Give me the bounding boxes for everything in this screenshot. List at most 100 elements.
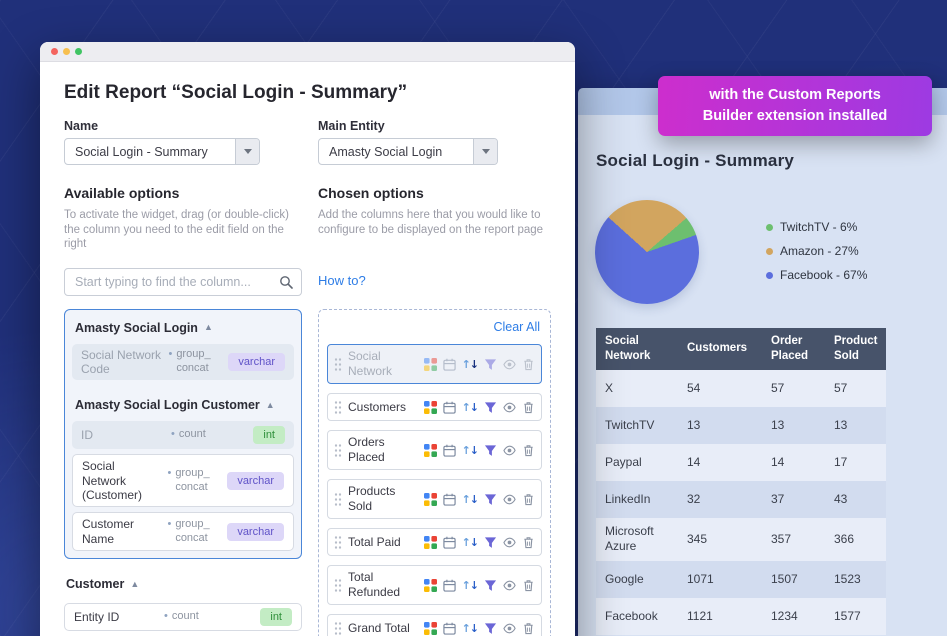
filter-icon[interactable] xyxy=(484,536,497,549)
calendar-icon[interactable] xyxy=(442,444,456,457)
metrics-icon[interactable] xyxy=(423,443,437,457)
available-item-social-network-customer[interactable]: Social Network (Customer) • group_ concat… xyxy=(72,454,294,508)
chosen-options-box: Clear All Social Network ↑ ↓ xyxy=(318,309,551,636)
cell-products: 1577 xyxy=(834,608,861,623)
chart-legend: TwitchTV - 6% Amazon - 27% Facebook - 67… xyxy=(766,219,867,291)
delete-icon[interactable] xyxy=(522,358,535,371)
drag-handle-icon[interactable] xyxy=(334,578,342,592)
metrics-icon[interactable] xyxy=(423,400,437,414)
eye-icon[interactable] xyxy=(503,444,516,457)
available-options-description: To activate the widget, drag (or double-… xyxy=(64,209,289,250)
eye-icon[interactable] xyxy=(503,622,516,635)
eye-icon[interactable] xyxy=(503,358,516,371)
filter-icon[interactable] xyxy=(484,493,497,506)
drag-handle-icon[interactable] xyxy=(334,535,342,549)
filter-icon[interactable] xyxy=(484,622,497,635)
calendar-icon[interactable] xyxy=(442,493,456,506)
zoom-window-button[interactable] xyxy=(75,48,82,55)
chosen-item-label: Total Paid xyxy=(348,534,401,549)
metrics-icon[interactable] xyxy=(423,578,437,592)
sort-icon[interactable]: ↑ ↓ xyxy=(461,621,479,635)
minimize-window-button[interactable] xyxy=(63,48,70,55)
chosen-item-row[interactable]: Orders Placed ↑ ↓ xyxy=(327,430,542,470)
sort-icon[interactable]: ↑ ↓ xyxy=(461,400,479,414)
delete-icon[interactable] xyxy=(522,579,535,592)
chosen-item-row[interactable]: Total Refunded ↑ ↓ xyxy=(327,565,542,605)
chosen-item-row[interactable]: Customers ↑ ↓ xyxy=(327,393,542,421)
legend-item: TwitchTV - 6% xyxy=(766,219,867,235)
drag-handle-icon[interactable] xyxy=(334,492,342,506)
filter-icon[interactable] xyxy=(484,401,497,414)
delete-icon[interactable] xyxy=(522,401,535,414)
filter-icon[interactable] xyxy=(484,358,497,371)
calendar-icon[interactable] xyxy=(442,579,456,592)
calendar-icon[interactable] xyxy=(442,536,456,549)
metrics-icon[interactable] xyxy=(423,357,437,371)
group-header-customer[interactable]: Customer ▲ xyxy=(64,573,302,595)
available-item-customer-name[interactable]: Customer Name • group_ concat varchar xyxy=(72,512,294,552)
collapse-caret-icon: ▲ xyxy=(203,322,213,332)
column-header: Product Sold xyxy=(825,328,886,370)
eye-icon[interactable] xyxy=(503,401,516,414)
name-select-value: Social Login - Summary xyxy=(75,144,208,159)
legend-label: TwitchTV - 6% xyxy=(780,220,858,234)
delete-icon[interactable] xyxy=(522,622,535,635)
chosen-item-row[interactable]: Total Paid ↑ ↓ xyxy=(327,528,542,556)
group-header-amasty-social-login-customer[interactable]: Amasty Social Login Customer ▲ xyxy=(72,394,294,416)
calendar-icon[interactable] xyxy=(442,622,456,635)
clear-all-link[interactable]: Clear All xyxy=(493,320,540,334)
sort-icon[interactable]: ↑ ↓ xyxy=(461,578,479,592)
name-select-arrow-button[interactable] xyxy=(235,139,259,164)
sort-icon[interactable]: ↑ ↓ xyxy=(461,535,479,549)
how-to-link[interactable]: How to? xyxy=(318,273,366,288)
cell-products: 43 xyxy=(834,491,848,506)
eye-icon[interactable] xyxy=(503,493,516,506)
report-table: Social Network Customers Order Placed Pr… xyxy=(596,328,886,636)
chosen-item-row[interactable]: Social Network ↑ ↓ xyxy=(327,344,542,384)
drag-handle-icon[interactable] xyxy=(334,443,342,457)
entity-label: Main Entity xyxy=(318,119,385,133)
legend-item: Amazon - 27% xyxy=(766,243,867,259)
metrics-icon[interactable] xyxy=(423,492,437,506)
drag-handle-icon[interactable] xyxy=(334,357,342,371)
calendar-icon[interactable] xyxy=(442,358,456,371)
entity-select[interactable]: Amasty Social Login xyxy=(318,138,498,165)
available-item-entity-id[interactable]: Entity ID • count int xyxy=(64,603,302,632)
eye-icon[interactable] xyxy=(503,579,516,592)
entity-select-arrow-button[interactable] xyxy=(473,139,497,164)
filter-icon[interactable] xyxy=(484,579,497,592)
group-header-amasty-social-login[interactable]: Amasty Social Login ▲ xyxy=(72,317,294,339)
delete-icon[interactable] xyxy=(522,444,535,457)
eye-icon[interactable] xyxy=(503,536,516,549)
sort-icon[interactable]: ↑ ↓ xyxy=(461,357,479,371)
name-select[interactable]: Social Login - Summary xyxy=(64,138,260,165)
chosen-item-row[interactable]: Products Sold ↑ ↓ xyxy=(327,479,542,519)
chosen-item-label: Customers xyxy=(348,399,407,414)
close-window-button[interactable] xyxy=(51,48,58,55)
sort-icon[interactable]: ↑ ↓ xyxy=(461,492,479,506)
cell-network: Paypal xyxy=(605,454,642,469)
bullet-icon: • xyxy=(171,428,175,441)
chosen-item-row[interactable]: Grand Total ↑ ↓ xyxy=(327,614,542,636)
type-badge: int xyxy=(260,608,292,627)
table-row: Facebook 1121 1234 1577 xyxy=(596,598,886,636)
delete-icon[interactable] xyxy=(522,536,535,549)
metrics-icon[interactable] xyxy=(423,535,437,549)
search-input[interactable] xyxy=(64,267,302,296)
filter-icon[interactable] xyxy=(484,444,497,457)
chevron-down-icon xyxy=(243,149,252,154)
bullet-icon: • xyxy=(167,467,172,480)
modal-titlebar xyxy=(40,42,575,62)
metrics-icon[interactable] xyxy=(423,621,437,635)
cell-orders: 37 xyxy=(771,491,785,506)
table-header-row: Social Network Customers Order Placed Pr… xyxy=(596,328,886,370)
option-aggregation: • group_ concat xyxy=(167,467,210,493)
calendar-icon[interactable] xyxy=(442,401,456,414)
drag-handle-icon[interactable] xyxy=(334,400,342,414)
drag-handle-icon[interactable] xyxy=(334,621,342,635)
name-field: Name Social Login - Summary xyxy=(64,119,302,165)
delete-icon[interactable] xyxy=(522,493,535,506)
cell-products: 57 xyxy=(834,380,848,395)
legend-label: Amazon - 27% xyxy=(780,244,859,258)
sort-icon[interactable]: ↑ ↓ xyxy=(461,443,479,457)
